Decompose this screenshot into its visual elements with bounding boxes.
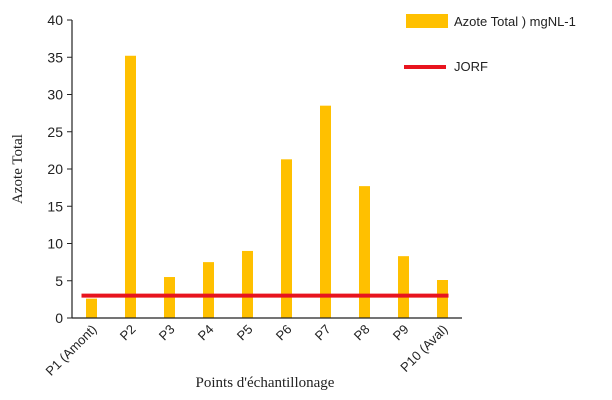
y-tick-label: 10	[47, 236, 63, 252]
y-tick-label: 30	[47, 87, 63, 103]
legend-label-bar: Azote Total ) mgNL-1	[454, 14, 576, 29]
bar	[320, 105, 331, 318]
x-tick-label: P9	[390, 322, 412, 344]
legend-label-line: JORF	[454, 59, 488, 74]
bars-layer	[86, 55, 448, 318]
y-tick-label: 20	[47, 161, 63, 177]
legend: Azote Total ) mgNL-1 JORF	[404, 14, 576, 74]
x-tick-label: P6	[273, 322, 295, 344]
y-axis-title: Azote Total	[10, 134, 26, 204]
x-tick-label: P2	[117, 322, 139, 344]
x-tick-label: P7	[312, 322, 334, 344]
y-tick-label: 0	[55, 310, 63, 326]
bar	[242, 250, 253, 318]
x-tick-label: P5	[234, 322, 256, 344]
x-tick-label: P3	[156, 322, 178, 344]
y-tick-label: 35	[47, 49, 63, 65]
y-tick-label: 25	[47, 124, 63, 140]
y-ticks: 0 5 10 15 20 25 30 35 40	[47, 12, 72, 326]
bar	[398, 256, 409, 318]
bar	[437, 280, 448, 318]
legend-swatch-bar	[406, 14, 448, 28]
y-tick-label: 5	[55, 273, 63, 289]
bar	[203, 262, 214, 318]
x-tick-label: P4	[195, 322, 217, 344]
y-tick-label: 40	[47, 12, 63, 28]
bar	[281, 159, 292, 318]
x-tick-label: P8	[351, 322, 373, 344]
bar	[359, 186, 370, 318]
x-axis-title: Points d'échantillonage	[196, 375, 335, 391]
bar	[86, 298, 97, 318]
y-tick-label: 15	[47, 198, 63, 214]
bar	[125, 55, 136, 318]
x-tick-label: P1 (Amont)	[43, 322, 100, 379]
